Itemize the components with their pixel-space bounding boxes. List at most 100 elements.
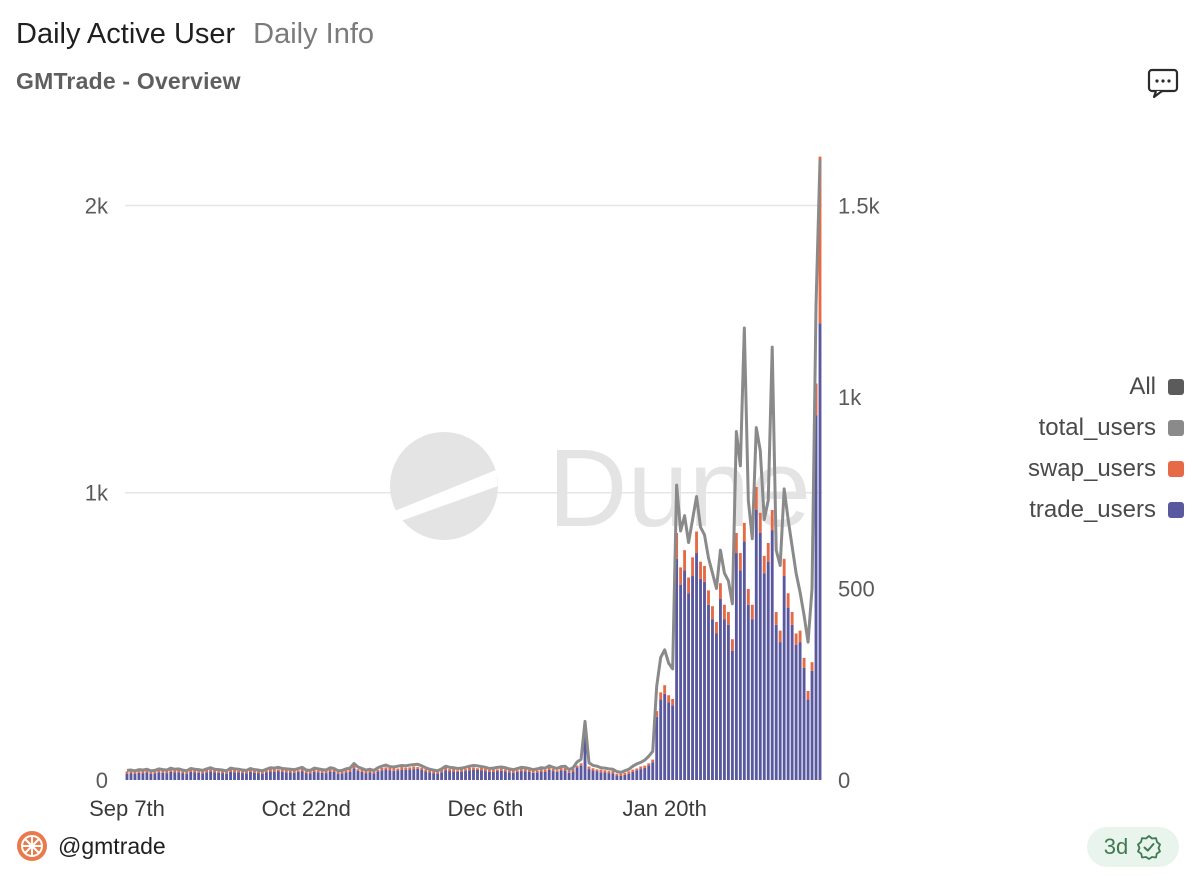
bar-trade-users — [376, 771, 380, 780]
legend-item-swap-users[interactable]: swap_users — [1028, 448, 1184, 489]
verified-check-icon — [1137, 835, 1162, 860]
bar-swap-users — [292, 770, 296, 773]
bar-swap-users — [555, 770, 559, 772]
bar-trade-users — [519, 771, 523, 780]
bar-swap-users — [368, 770, 372, 773]
bar-swap-users — [719, 583, 722, 600]
refresh-badge[interactable]: 3d — [1087, 827, 1179, 867]
bar-swap-users — [635, 768, 639, 771]
bar-trade-users — [241, 773, 244, 780]
bar-swap-users — [715, 622, 718, 634]
bar-swap-users — [722, 604, 726, 620]
bar-trade-users — [643, 767, 647, 780]
bar-trade-users — [651, 762, 655, 780]
legend-swatch-swap-users — [1168, 460, 1184, 477]
legend-label-all: All — [1129, 372, 1156, 400]
bar-swap-users — [165, 770, 169, 774]
bar-swap-users — [177, 770, 181, 773]
bar-swap-users — [384, 767, 388, 770]
bar-trade-users — [464, 771, 467, 780]
bar-trade-users — [750, 619, 754, 780]
legend-item-total-users[interactable]: total_users — [1028, 407, 1184, 448]
bar-swap-users — [691, 557, 694, 577]
bar-trade-users — [460, 771, 463, 780]
bar-trade-users — [344, 772, 348, 780]
bar-swap-users — [655, 711, 659, 717]
bar-swap-users — [280, 769, 284, 772]
bar-trade-users — [125, 773, 129, 780]
bar-trade-users — [627, 773, 631, 780]
bar-trade-users — [766, 561, 770, 780]
bar-trade-users — [615, 775, 619, 780]
bar-swap-users — [758, 512, 762, 533]
bar-trade-users — [631, 771, 635, 780]
bar-swap-users — [364, 770, 368, 774]
bar-trade-users — [575, 767, 579, 780]
bar-swap-users — [264, 770, 268, 773]
bar-trade-users — [400, 769, 404, 780]
bar-swap-users — [539, 769, 543, 772]
bar-trade-users — [738, 570, 742, 780]
bar-swap-users — [647, 763, 651, 766]
bar-swap-users — [332, 769, 336, 772]
bar-trade-users — [256, 773, 260, 780]
bar-trade-users — [639, 769, 643, 780]
bar-trade-users — [272, 771, 276, 780]
bar-trade-users — [647, 765, 651, 780]
bar-trade-users — [531, 772, 535, 780]
bar-trade-users — [619, 775, 623, 780]
bar-trade-users — [129, 773, 133, 780]
bar-swap-users — [679, 567, 683, 585]
bar-swap-users — [543, 769, 547, 772]
bar-trade-users — [719, 599, 722, 780]
bar-trade-users — [691, 576, 694, 780]
bar-trade-users — [699, 578, 702, 780]
bar-trade-users — [480, 770, 483, 780]
legend-item-trade-users[interactable]: trade_users — [1028, 489, 1184, 530]
tab-daily-active-user[interactable]: Daily Active User — [16, 18, 236, 50]
bar-trade-users — [268, 771, 272, 780]
bar-swap-users — [523, 769, 527, 772]
bar-trade-users — [237, 772, 240, 780]
bar-trade-users — [810, 670, 814, 780]
right-axis: 0 500 1k 1.5k — [838, 193, 881, 793]
bar-trade-users — [360, 771, 364, 780]
bar-swap-users — [352, 765, 356, 769]
bar-trade-users — [213, 772, 217, 780]
bar-swap-users — [440, 769, 444, 773]
bar-swap-users — [778, 630, 782, 643]
bar-swap-users — [360, 769, 364, 772]
bar-trade-users — [527, 771, 531, 780]
footer-author[interactable]: @gmtrade — [16, 830, 166, 862]
comment-button[interactable] — [1146, 66, 1180, 100]
bar-trade-users — [448, 771, 452, 780]
bar-swap-users — [575, 765, 579, 768]
bar-swap-users — [615, 773, 619, 776]
bar-trade-users — [707, 604, 710, 780]
bar-swap-users — [507, 769, 511, 773]
bar-trade-users — [396, 770, 400, 780]
bar-trade-users — [730, 650, 734, 780]
legend-item-all[interactable]: All — [1028, 366, 1184, 407]
bar-trade-users — [392, 770, 396, 780]
bar-swap-users — [810, 662, 814, 671]
bar-swap-users — [324, 770, 328, 774]
bar-trade-users — [814, 415, 818, 780]
bar-swap-users — [456, 770, 460, 772]
bar-swap-users — [683, 550, 687, 571]
bar-trade-users — [165, 773, 169, 780]
bar-trade-users — [742, 541, 746, 780]
legend-swatch-all — [1168, 378, 1184, 395]
bar-trade-users — [292, 772, 296, 780]
bar-swap-users — [436, 771, 440, 774]
bar-trade-users — [472, 769, 475, 780]
bar-trade-users — [595, 771, 599, 780]
bar-swap-users — [157, 770, 161, 773]
tab-daily-info[interactable]: Daily Info — [253, 18, 375, 50]
bar-trade-users — [444, 770, 448, 780]
right-axis-tick-label: 1k — [838, 385, 862, 410]
bar-trade-users — [356, 770, 360, 780]
bar-trade-users — [722, 619, 726, 780]
x-axis-tick-label: Dec 6th — [448, 796, 524, 821]
bar-swap-users — [774, 611, 778, 625]
